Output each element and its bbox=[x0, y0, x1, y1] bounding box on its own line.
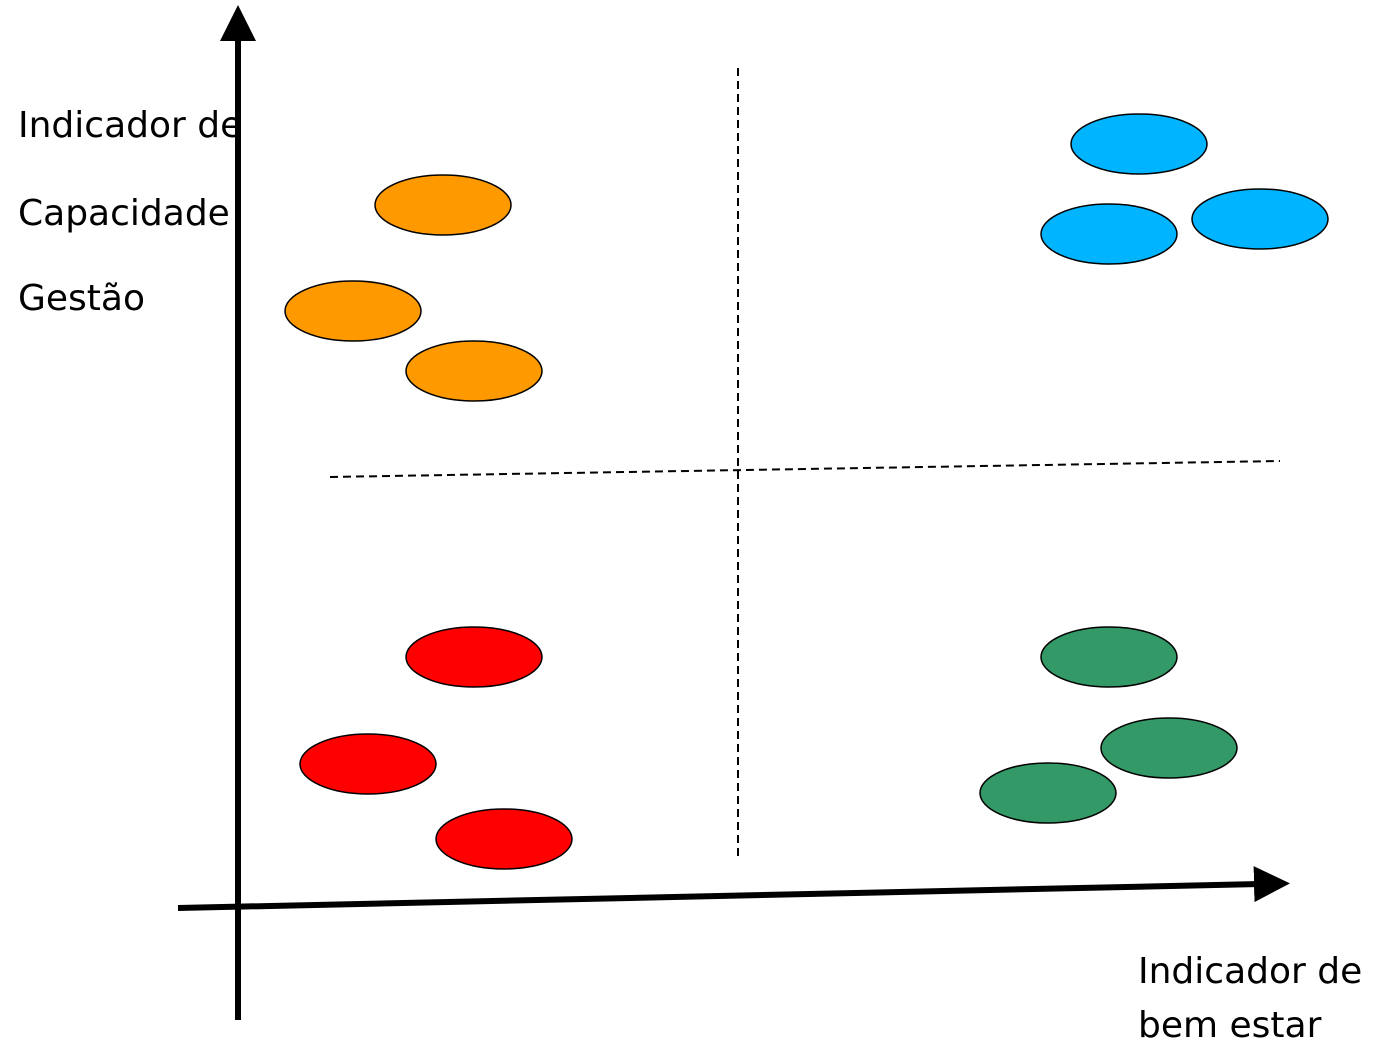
top-left-ellipse bbox=[284, 280, 422, 342]
top-left-ellipse bbox=[405, 340, 543, 402]
quadrant-top-right-group bbox=[1040, 113, 1329, 265]
bottom-right-ellipse bbox=[1100, 717, 1238, 779]
y-axis-label-line1: Indicador de bbox=[18, 105, 243, 146]
quadrant-top-left-group bbox=[284, 174, 543, 402]
bottom-left-ellipse bbox=[299, 733, 437, 795]
bottom-left-ellipse bbox=[405, 626, 543, 688]
top-right-ellipse bbox=[1040, 203, 1178, 265]
x-axis-label-line1: Indicador de bbox=[1138, 951, 1363, 992]
top-right-ellipse bbox=[1191, 188, 1329, 250]
y-axis-label-line3: Gestão bbox=[18, 278, 146, 319]
y-axis-label-line2: Capacidade bbox=[18, 193, 230, 234]
bottom-right-ellipse bbox=[979, 762, 1117, 824]
x-axis-label-line2: bem estar bbox=[1138, 1005, 1322, 1046]
bottom-left-ellipse bbox=[435, 808, 573, 870]
top-left-ellipse bbox=[374, 174, 512, 236]
quadrant-bottom-right-group bbox=[979, 626, 1238, 824]
horizontal-divider bbox=[329, 460, 1281, 478]
x-axis bbox=[177, 866, 1290, 911]
quadrant-bottom-left-group bbox=[299, 626, 573, 870]
bottom-right-ellipse bbox=[1040, 626, 1178, 688]
top-right-ellipse bbox=[1070, 113, 1208, 175]
